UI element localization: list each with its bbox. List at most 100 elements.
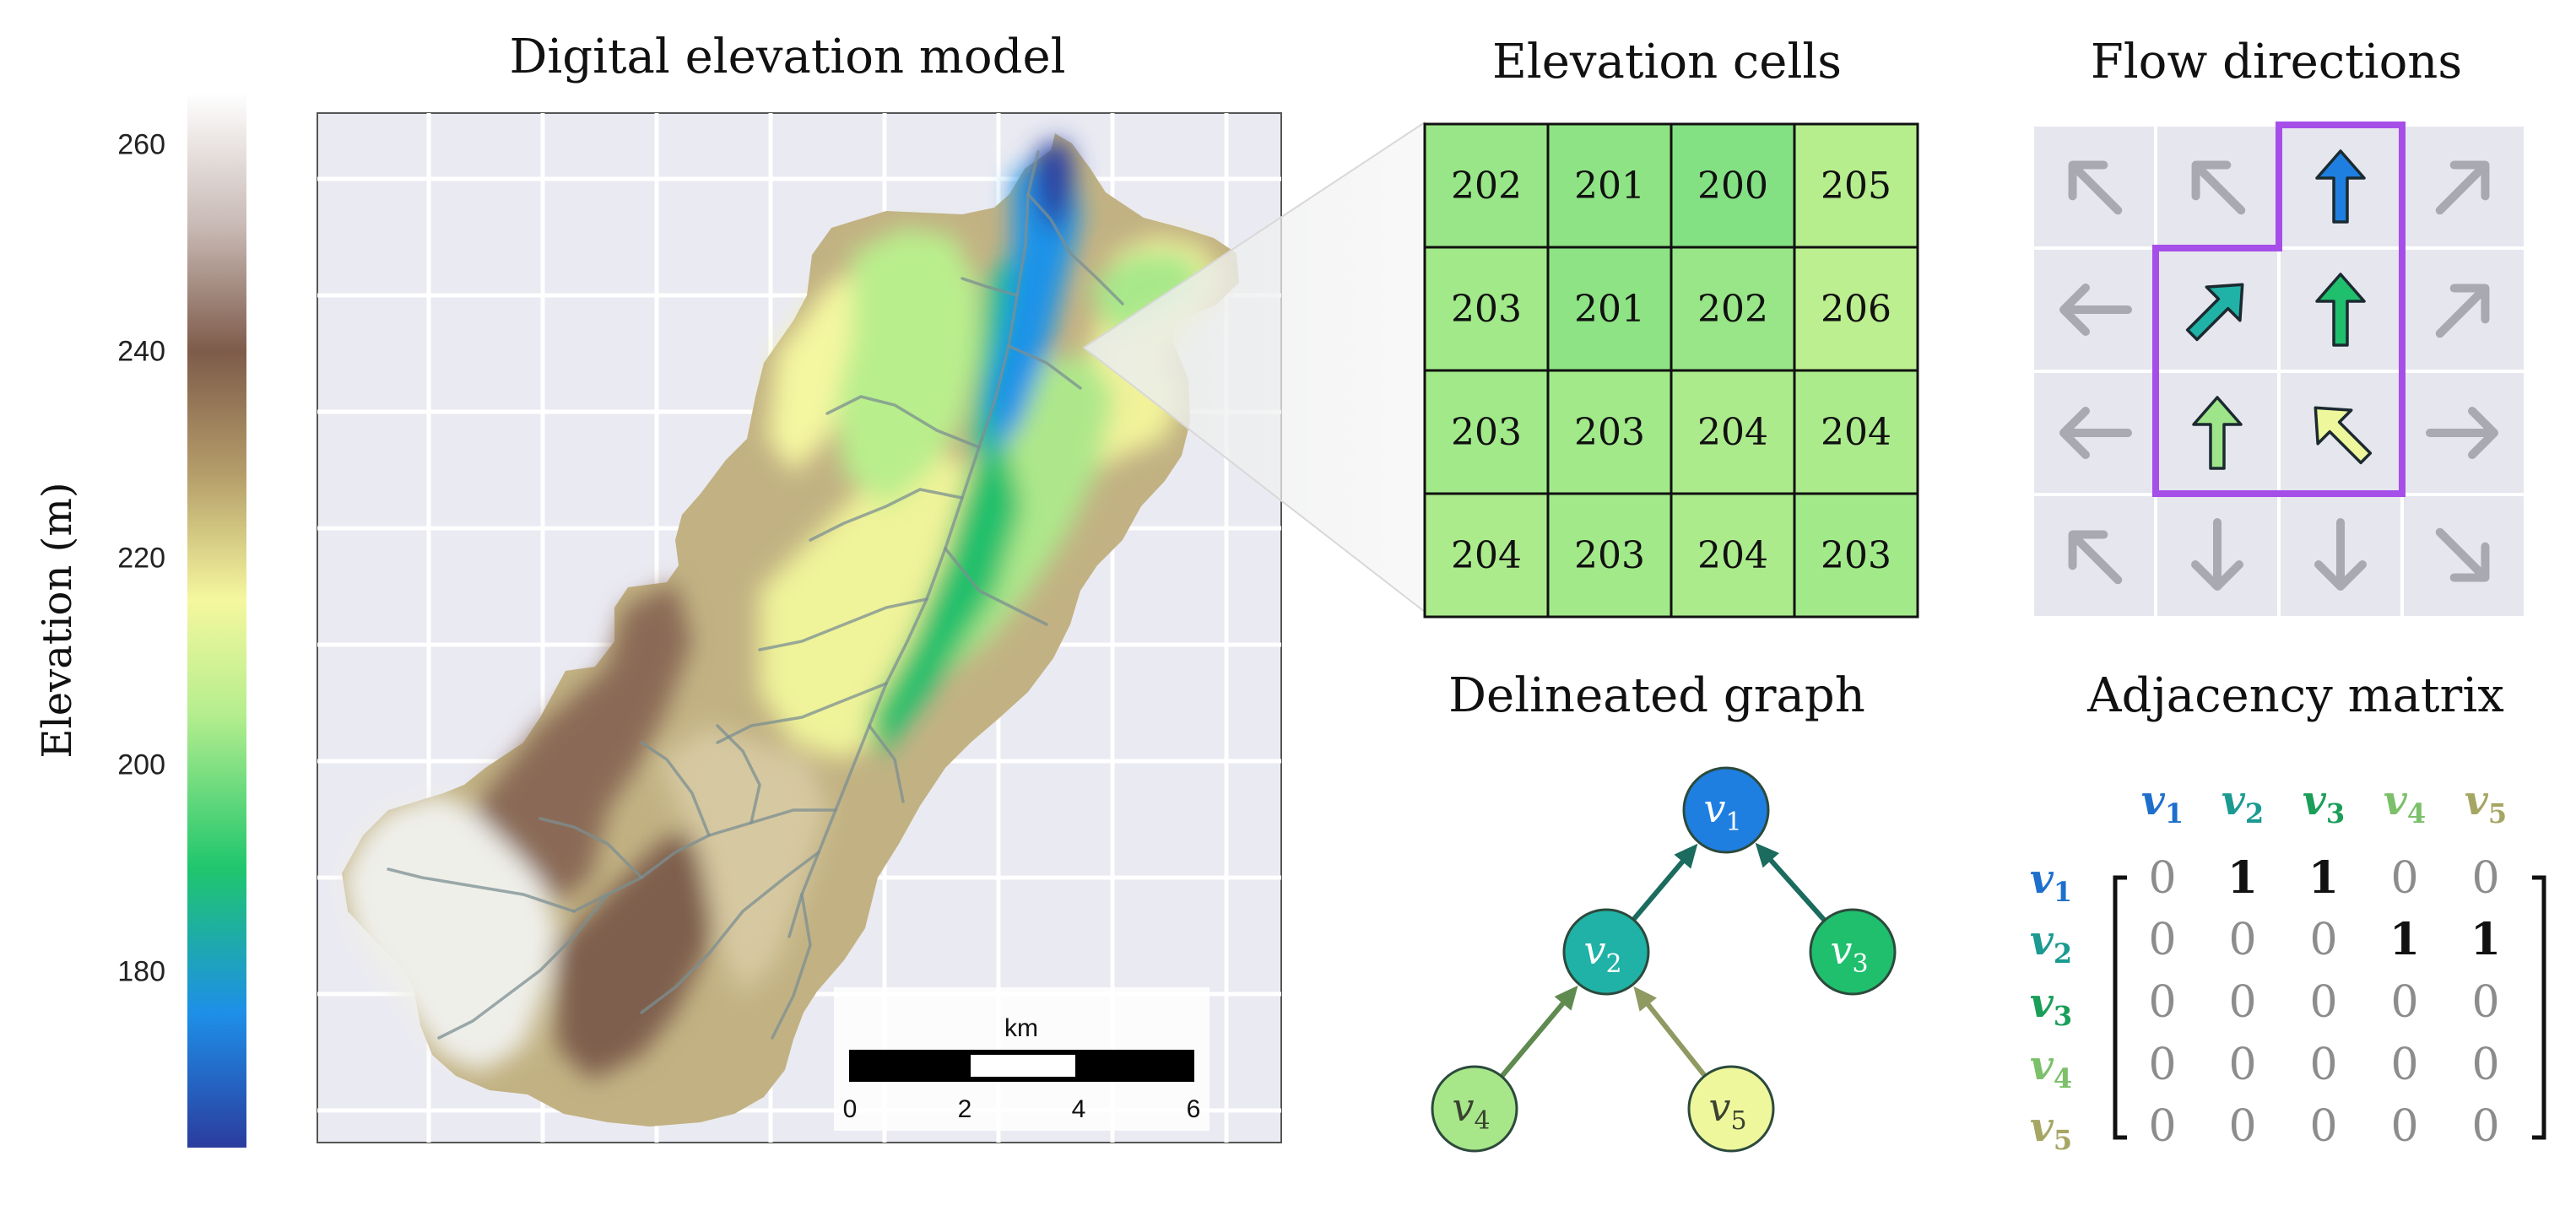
adjacency-col-label: v5 [2465, 777, 2507, 829]
graph-edges [1499, 842, 1826, 1078]
adjacency-col-label: v4 [2384, 777, 2426, 829]
adjacency-value: 0 [2390, 1101, 2418, 1152]
adjacency-value: 0 [2390, 977, 2418, 1028]
flow-arrow-ne-icon [2185, 283, 2244, 342]
graph-node-v5 [1687, 1065, 1775, 1153]
elevation-cell-value: 204 [1697, 534, 1768, 577]
graph-node-label: v3 [1830, 927, 1868, 979]
adjacency-value: 0 [2228, 1101, 2256, 1152]
elevation-cell-value: 203 [1574, 534, 1645, 577]
graph-node-v4 [1431, 1065, 1518, 1153]
graph-node-letter: v [1703, 786, 1725, 831]
flow-arrow-ne-icon [2435, 284, 2490, 338]
scalebar-segment-1-inner [971, 1055, 1075, 1077]
elevation-cell-value: 204 [1451, 534, 1522, 577]
scalebar: km 0 2 4 6 [834, 987, 1210, 1131]
catchment-outline [2152, 122, 2406, 497]
matrix-bracket-left [2113, 875, 2127, 1140]
adjacency-values: 0 1 1 0 00 0 0 1 10 0 0 0 00 0 0 0 00 0 0 0 0 [2148, 852, 2501, 1152]
adjacency-col-label: v2 [2222, 777, 2264, 829]
graph-title: Delineated graph [1448, 668, 1865, 723]
colorbar-tick-2: 220 [117, 542, 165, 574]
flow-arrow-ne-icon [2435, 160, 2490, 215]
adjacency-col-letter: v [2222, 777, 2246, 824]
graph-node-letter: v [1452, 1084, 1474, 1130]
adjacency-value: 0 [2471, 977, 2499, 1028]
colorbar-label: Elevation (m) [34, 482, 81, 758]
adjacency-value: 0 [2309, 1040, 2337, 1090]
adjacency-row-letter: v [2030, 1042, 2054, 1089]
elevation-cell [1670, 122, 1796, 249]
elevation-cell-value: 201 [1574, 288, 1645, 331]
adjacency-row-label: v2 [2030, 917, 2072, 970]
graph-node-letter: v [1830, 927, 1852, 973]
elevation-cell [1670, 369, 1796, 495]
elevation-shading [342, 139, 1224, 1080]
cells-title: Elevation cells [1492, 35, 1842, 89]
scalebar-tick-3: 6 [1187, 1095, 1201, 1123]
graph-node-v1 [1682, 766, 1770, 854]
flow-arrow-n-icon [2192, 396, 2243, 470]
adjacency-col-label: v3 [2303, 777, 2345, 829]
adjacency-col-subscript: 1 [2165, 797, 2184, 829]
adjacency-value: 1 [2389, 914, 2420, 965]
elevation-cell-value: 201 [1574, 165, 1645, 208]
graph-edge-arrowhead [1554, 985, 1578, 1011]
elevation-cell-value: 203 [1451, 411, 1522, 454]
adjacency-col-letter: v [2303, 777, 2327, 824]
graph-edge [1499, 997, 1570, 1078]
elevation-cell-value: 202 [1697, 288, 1768, 331]
flow-arrow-nw-icon [2191, 160, 2246, 215]
graph-edge-arrowhead [1633, 986, 1657, 1012]
adjacency-value: 0 [2390, 853, 2418, 904]
graph-node-subscript: 1 [1725, 808, 1741, 837]
scalebar-segment-0 [849, 1050, 967, 1082]
adjacency-row-letter: v [2030, 1104, 2054, 1151]
graph-node-subscript: 4 [1474, 1106, 1490, 1136]
colorbar-tick-3: 200 [117, 749, 165, 781]
watershed [342, 133, 1239, 1127]
graph-node-subscript: 2 [1605, 949, 1621, 979]
flow-direction-grid [2034, 127, 2524, 616]
scalebar-unit: km [1004, 1014, 1038, 1042]
flow-arrow-s-icon [2314, 518, 2367, 591]
flow-arrow-nw-icon [2314, 406, 2373, 465]
graph-edge-arrowhead [1674, 843, 1698, 869]
adjacency-value: 0 [2309, 915, 2337, 965]
elevation-cell [1793, 246, 1919, 372]
adjacency-value: 0 [2471, 853, 2499, 904]
graph-node-subscript: 3 [1852, 949, 1868, 979]
elevation-cell [1423, 492, 1550, 619]
adjacency-row-label: v1 [2030, 856, 2072, 908]
flow-arrow-w-icon [2059, 284, 2132, 336]
adjacency-col-subscript: 3 [2326, 797, 2345, 829]
adjacency-row-subscript: 2 [2054, 938, 2072, 970]
adjacency-value: 0 [2148, 1040, 2176, 1090]
elevation-cell-value: 203 [1574, 411, 1645, 454]
elevation-cell-value: 206 [1821, 288, 1891, 331]
elevation-cells-grid: 202 201 200 205 203 201 202 206 203 203 204 204 204 2… [1423, 122, 1919, 619]
graph-node-label: v4 [1452, 1084, 1490, 1136]
graph-node-subscript: 5 [1730, 1106, 1746, 1136]
elevation-cell-value: 200 [1697, 165, 1768, 208]
adjacency-title: Adjacency matrix [2086, 668, 2504, 723]
adjacency-col-subscript: 5 [2488, 797, 2507, 829]
colorbar-ticks: 260 240 220 200 180 [117, 128, 165, 987]
adjacency-col-label: v1 [2141, 777, 2184, 829]
flow-arrow-n-icon [2315, 273, 2366, 347]
adjacency-row-label: v5 [2030, 1104, 2072, 1156]
elevation-cell-value: 205 [1821, 165, 1891, 208]
matrix-bracket-right [2532, 875, 2546, 1140]
flow-arrow-e-icon [2426, 407, 2498, 459]
elevation-cell-value: 203 [1821, 534, 1891, 577]
adjacency-value: 0 [2471, 1101, 2499, 1152]
graph-node-v3 [1809, 908, 1897, 996]
flow-arrow-se-icon [2435, 527, 2490, 582]
scalebar-segment-2 [1079, 1050, 1194, 1082]
adjacency-value: 0 [2309, 977, 2337, 1028]
scalebar-tick-1: 2 [958, 1095, 972, 1123]
flow-arrow-w-icon [2059, 407, 2132, 459]
